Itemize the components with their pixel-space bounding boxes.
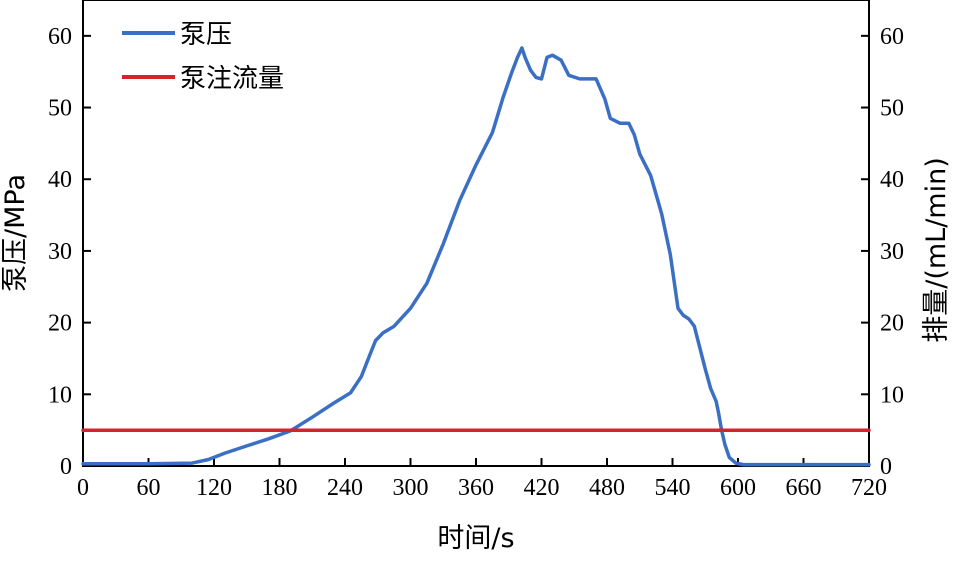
y-right-tick-label: 0	[880, 454, 892, 480]
x-tick-label: 480	[589, 475, 625, 501]
x-tick-label: 720	[851, 475, 887, 501]
y-right-tick-label: 10	[880, 382, 904, 408]
y-left-tick-label: 40	[48, 167, 72, 193]
y-left-tick-label: 0	[60, 454, 72, 480]
x-tick-label: 420	[524, 475, 560, 501]
x-tick-label: 540	[655, 475, 691, 501]
x-tick-label: 300	[393, 475, 429, 501]
y-right-tick-label: 20	[880, 311, 904, 337]
legend-label-flow-rate: 泵注流量	[180, 64, 284, 94]
y-right-tick-label: 60	[880, 24, 904, 50]
y-left-tick-label: 50	[48, 96, 72, 122]
x-tick-label: 60	[137, 475, 161, 501]
y-left-tick-label: 30	[48, 239, 72, 265]
x-tick-label: 120	[196, 475, 232, 501]
y-axis-left-title: 泵压/MPa	[0, 174, 31, 292]
y-left-tick-label: 10	[48, 382, 72, 408]
x-tick-label: 600	[720, 475, 756, 501]
y-right-tick-label: 40	[880, 167, 904, 193]
y-axis-right-title: 排量/(mL/min)	[921, 157, 952, 343]
y-left-tick-label: 20	[48, 311, 72, 337]
ticks-layer: 0 60 120 180 240 300 360 420 480 540 600 660 7200102…	[48, 24, 904, 501]
y-right-tick-label: 50	[880, 96, 904, 122]
legend: 泵压 泵注流量	[122, 20, 284, 94]
series-layer	[81, 46, 871, 467]
x-tick-label: 360	[458, 475, 494, 501]
x-tick-label: 180	[262, 475, 298, 501]
series-line-pump-pressure	[81, 46, 871, 467]
legend-label-pump-pressure: 泵压	[180, 20, 232, 50]
x-tick-label: 660	[786, 475, 822, 501]
x-axis-title: 时间/s	[437, 523, 514, 554]
x-tick-label: 240	[327, 475, 363, 501]
x-tick-label: 0	[77, 475, 89, 501]
y-left-tick-label: 60	[48, 24, 72, 50]
y-right-tick-label: 30	[880, 239, 904, 265]
